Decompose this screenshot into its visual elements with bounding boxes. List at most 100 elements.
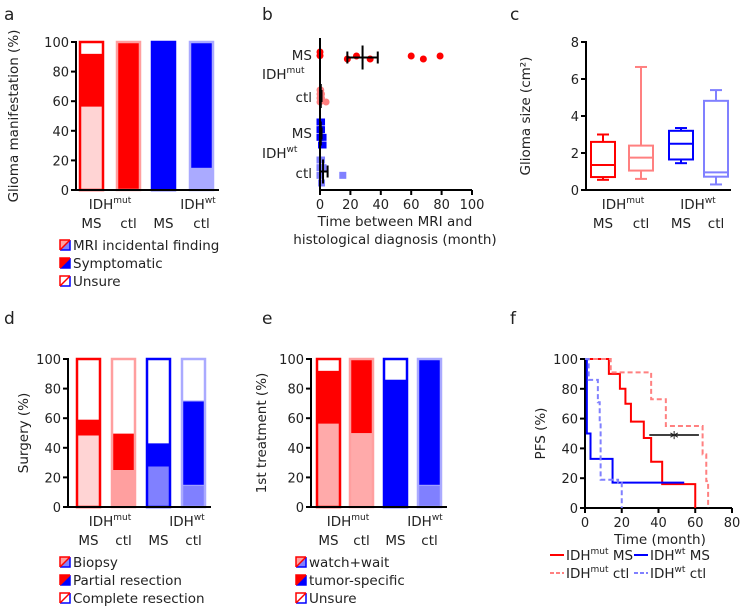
legend-swatch-border [60,593,71,604]
bar-segment [80,42,103,54]
x-tick-label: 20 [342,198,359,213]
label-superscript: mut [591,547,609,557]
label-text: IDH [566,548,591,564]
y-tick-label: 100 [553,353,578,368]
legend-swatch-diagonal [59,239,71,251]
y-tick-label: 80 [44,383,61,398]
legend-label: Symptomatic [73,256,163,272]
bar-segment [77,359,100,420]
legend-swatch-border [59,275,70,286]
bar-segment [112,433,135,470]
legend-item: MRI incidental finding [59,238,219,254]
label-suffix: MS [685,548,710,564]
y-tick-label: 0 [61,184,69,199]
data-point [319,133,327,141]
panel-letter-e: e [262,309,272,329]
category-label: ctl [120,216,136,232]
y-tick-label: 0 [296,501,304,516]
label-superscript: wt [287,145,298,155]
survival-curve [585,358,710,508]
data-point [318,179,326,187]
label-superscript: wt [194,513,205,523]
bar-segment [418,359,441,485]
legend-swatch-border [59,239,70,250]
legend-label: Unsure [309,591,357,606]
legend-swatch-border [60,575,71,586]
bar-segment [317,370,340,423]
data-point [319,141,327,149]
label-text: IDH [602,197,627,213]
x-tick-label: 60 [403,198,420,213]
bar-segment [317,422,340,507]
legend-swatch-border [59,574,70,585]
panel-letter-d: d [4,309,15,329]
data-point [339,171,347,179]
legend-swatch-border [296,575,307,586]
label-superscript: mut [113,513,131,523]
y-tick-label: 20 [52,154,69,169]
row-label: ctl [296,90,312,106]
significance-asterisk: * [670,428,679,449]
y-axis-label: Glioma size (cm²) [518,57,534,176]
y-tick-label: 40 [44,442,61,457]
y-tick-label: 40 [561,442,578,457]
bar-segment [418,484,441,507]
y-tick-label: 4 [571,110,579,125]
bar-segment [152,42,175,190]
y-axis-label: Surgery (%) [16,393,32,474]
legend-swatch-border [59,257,70,268]
bar-segment [190,42,213,168]
y-tick-label: 40 [52,125,69,140]
legend-item: Complete resection [59,591,205,606]
y-tick-label: 20 [287,471,304,486]
label-superscript: mut [287,66,305,76]
y-tick-label: 20 [561,472,578,487]
label-text: IDH [407,514,432,530]
y-tick-label: 8 [571,36,579,51]
bar-segment [350,359,373,433]
panel-letter-f: f [510,309,517,329]
bar-segment [182,359,205,401]
x-tick-label: 40 [650,516,667,531]
x-axis-label: Time between MRI and [317,214,473,230]
y-axis-label: PFS (%) [533,408,549,460]
x-tick-label: 40 [373,198,390,213]
category-label: MS [81,216,101,232]
legend-label: Biopsy [73,555,118,571]
legend-item: Unsure [295,591,357,606]
label-text: IDH [327,514,352,530]
legend-label: IDHmut ctl [566,565,629,582]
category-label: MS [593,216,613,232]
legend-item: Symptomatic [59,256,163,272]
y-tick-label: 0 [570,502,578,517]
category-label: ctl [421,533,437,549]
panel-letter-a: a [4,5,14,25]
y-tick-label: 60 [287,412,304,427]
bar-segment [77,419,100,435]
group-label: IDHmut [89,196,132,213]
bar-segment [77,434,100,507]
label-text: IDH [89,197,114,213]
category-label: ctl [115,533,131,549]
legend-swatch-diagonal [59,556,71,568]
row-label: MS [292,48,312,64]
label-text: IDH [650,566,675,582]
label-text: IDH [650,548,675,564]
group-label: IDHmut [602,196,645,213]
label-superscript: wt [675,547,686,557]
row-label: MS [292,126,312,142]
category-label: MS [153,216,173,232]
bar-segment [350,433,373,507]
label-superscript: mut [351,513,369,523]
x-tick-label: 20 [613,516,630,531]
legend-swatch-border [60,240,71,251]
label-suffix: ctl [685,566,706,582]
y-tick-label: 0 [53,501,61,516]
group-label: IDHwt [262,145,298,162]
x-axis-label: histological diagnosis (month) [293,232,496,248]
legend-swatch-border [60,258,71,269]
legend-label: Complete resection [73,591,205,606]
group-label: IDHmut [89,513,132,530]
legend-item: tumor-specific [295,573,405,589]
category-label: ctl [193,216,209,232]
